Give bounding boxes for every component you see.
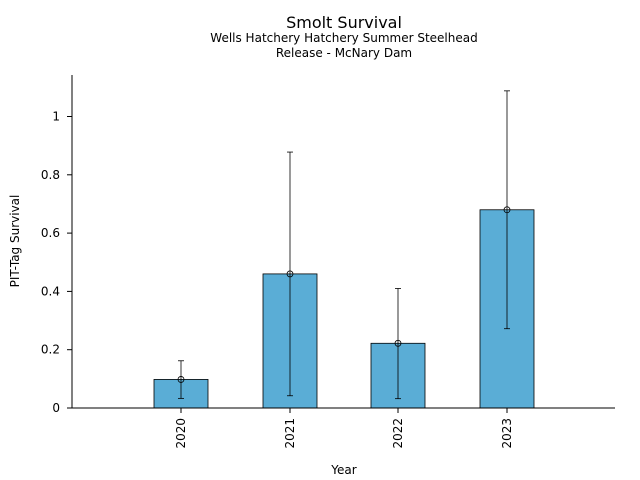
y-tick-label: 0.6 [41,226,60,240]
point-estimate [503,206,511,214]
chart-subtitle-line-2: Release - McNary Dam [276,46,412,60]
plot-area: 0 0.2 0.4 0.6 0.8 1 2020 2021 2022 2023 [41,90,535,449]
point-estimate [177,376,185,383]
x-axis-label: Year [330,463,356,477]
y-tick-label: 0.2 [41,343,60,357]
point-estimate [286,270,294,278]
chart-subtitle-line-1: Wells Hatchery Hatchery Summer Steelhead [210,31,477,45]
y-tick-label: 0.8 [41,168,60,182]
y-tick-label: 0.4 [41,284,60,298]
chart-title: Smolt Survival [286,13,402,32]
point-estimate [394,339,402,347]
x-tick-label: 2022 [391,418,405,449]
y-tick-label: 0 [52,401,60,415]
y-tick-label: 1 [52,110,60,124]
y-axis-label: PIT-Tag Survival [8,195,22,288]
x-tick-label: 2023 [500,418,514,449]
x-tick-label: 2020 [174,418,188,449]
x-tick-label: 2021 [283,418,297,449]
